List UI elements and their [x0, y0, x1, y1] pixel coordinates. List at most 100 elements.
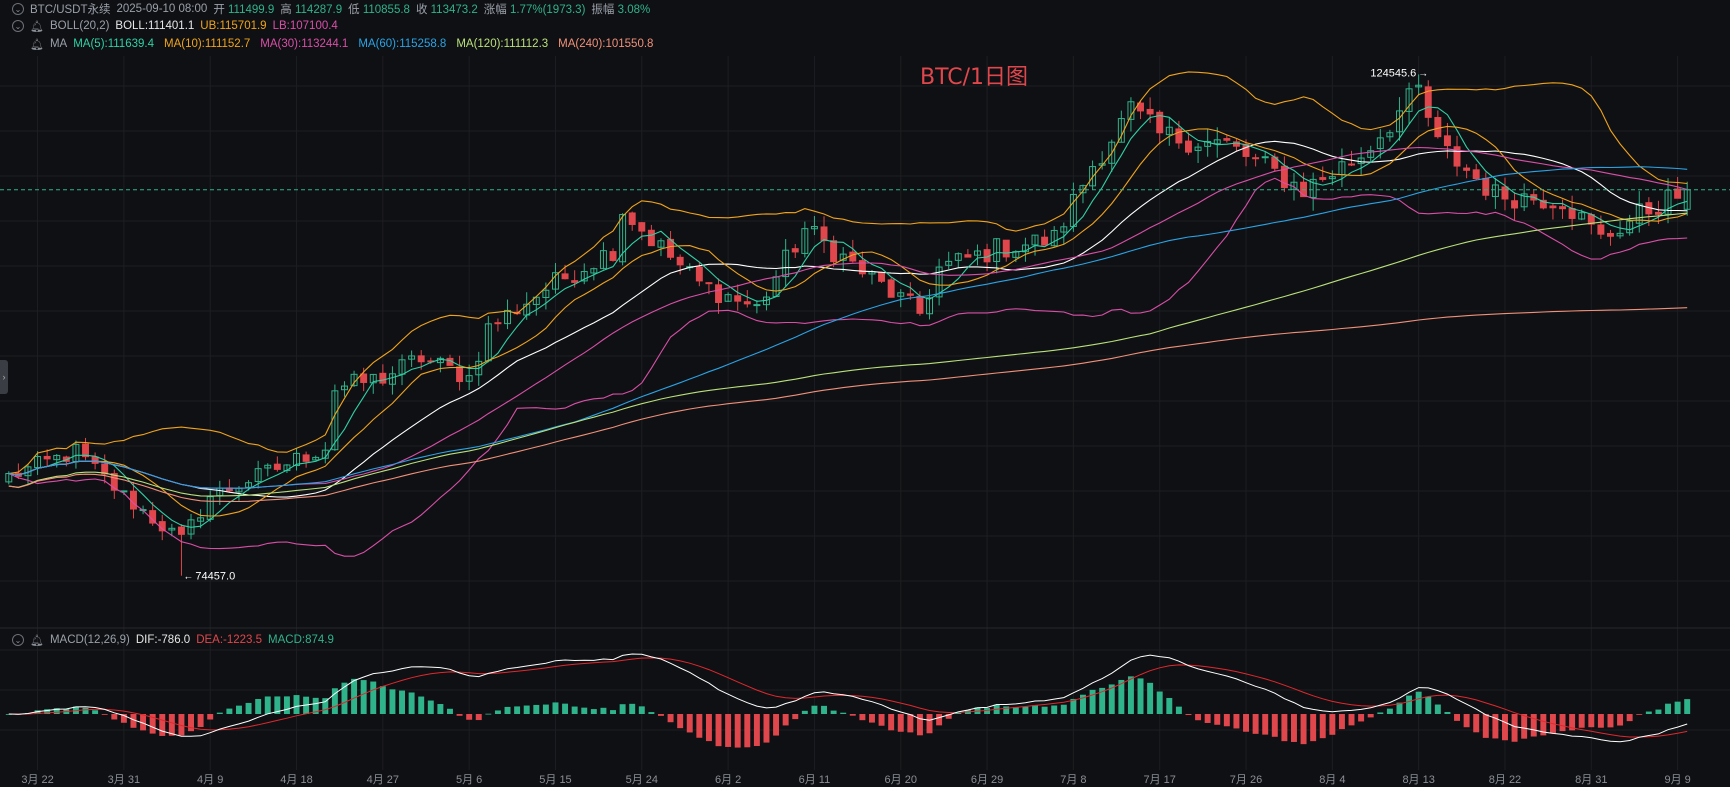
candle-datetime: 2025-09-10 08:00 [116, 3, 208, 15]
collapse-chevron-icon[interactable]: ⌄ [12, 634, 24, 646]
candle [715, 278, 722, 314]
collapse-chevron-icon[interactable]: ⌄ [12, 20, 24, 32]
candle [388, 366, 396, 395]
high-value: 114287.9 [294, 4, 343, 16]
macd-bar [236, 705, 242, 714]
candle [532, 296, 540, 316]
macd-bar [1262, 714, 1269, 735]
ma-value-4: MA(120):111112.3 [456, 38, 549, 50]
candle [1386, 129, 1394, 142]
ma-values: MA(5):111639.4 MA(10):111152.7 MA(30):1132… [73, 38, 653, 50]
candle [484, 315, 492, 363]
x-tick-label: 8月 13 [1402, 774, 1434, 786]
candle [1501, 177, 1509, 211]
macd-bar [1415, 691, 1422, 714]
macd-bar [955, 713, 962, 714]
macd-bar [178, 714, 185, 736]
boll-ub-value: UB:115701.9 [200, 20, 267, 32]
macd-bar [264, 696, 271, 714]
candle [101, 454, 109, 484]
candle [638, 221, 646, 241]
amplitude-value: 3.08% [617, 4, 651, 16]
macd-bar [1530, 714, 1537, 737]
low-value: 110855.8 [362, 4, 410, 16]
ma-120-line [8, 212, 1688, 497]
candle [1559, 199, 1566, 219]
grid-lines [0, 56, 1730, 770]
candle [1204, 129, 1212, 157]
macd-bar [840, 712, 847, 714]
alert-bell-icon[interactable]: 🔔︎ [30, 20, 44, 33]
candle [293, 448, 300, 471]
macd-bar [1482, 714, 1489, 738]
macd-bar [1626, 714, 1633, 722]
macd-bar [1223, 714, 1230, 727]
ma-value-3: MA(60):115258.8 [358, 38, 447, 50]
macd-bar [859, 714, 866, 721]
macd-bar [1300, 714, 1307, 745]
macd-bar [658, 714, 664, 716]
candle [1252, 153, 1260, 167]
macd-bar [763, 714, 770, 743]
candle [177, 524, 185, 576]
x-tick-label: 4月 27 [367, 774, 399, 786]
macd-bar [466, 714, 473, 720]
macd-bar [744, 714, 751, 748]
macd-bar [475, 714, 482, 721]
macd-lines [8, 653, 1688, 743]
alert-bell-icon[interactable]: 🔔︎ [30, 634, 44, 647]
symbol-name: BTC/USDT永续 [30, 4, 111, 16]
macd-bar [1348, 714, 1355, 726]
macd-bar [581, 707, 588, 714]
macd-bar [1271, 714, 1278, 737]
macd-bar [1310, 714, 1317, 742]
candle [926, 289, 933, 320]
chart-watermark: BTC/1日图 [920, 65, 1028, 90]
macd-bar [1569, 714, 1576, 731]
ma-value-2: MA(30):113244.1 [260, 38, 349, 50]
macd-bar [494, 710, 501, 714]
macd-bar [801, 710, 808, 714]
macd-bar [869, 714, 875, 723]
candle [110, 469, 118, 499]
candle [878, 271, 886, 284]
macd-bar [1156, 691, 1163, 714]
macd-bar [1597, 714, 1604, 728]
candle [504, 299, 511, 330]
x-tick-label: 7月 26 [1230, 774, 1262, 786]
macd-bar [149, 714, 156, 734]
candle [1607, 229, 1614, 246]
macd-bar [111, 714, 118, 720]
macd-bar [629, 703, 636, 714]
side-panel-handle[interactable]: › [0, 360, 8, 394]
candle [43, 449, 51, 466]
candle [599, 242, 607, 270]
macd-bar [821, 705, 827, 714]
candle [724, 292, 732, 303]
candle [1616, 221, 1624, 239]
macd-bar [1147, 682, 1154, 714]
candle [350, 370, 358, 387]
collapse-chevron-icon[interactable]: ⌄ [12, 3, 24, 15]
candle [954, 252, 962, 268]
close-label: 收 [415, 4, 428, 16]
macd-bar [427, 700, 434, 714]
macd-bar [1195, 714, 1202, 721]
macd-bar [399, 690, 405, 714]
x-tick-label: 5月 15 [539, 774, 571, 786]
dea-value: DEA:-1223.5 [196, 634, 263, 646]
macd-bar [1003, 706, 1010, 714]
macd-bar [1012, 707, 1019, 714]
low-label: 低 [348, 4, 360, 16]
macd-bar [418, 696, 425, 714]
high-price-label: 124545.6 [1370, 67, 1416, 79]
macd-bar [1645, 711, 1652, 714]
alert-bell-icon[interactable]: 🔔︎ [30, 38, 44, 51]
macd-bar [725, 714, 732, 747]
open-value: 111499.9 [228, 4, 275, 16]
macd-bar [216, 712, 223, 714]
candle [1453, 135, 1461, 177]
macd-bar [1358, 714, 1365, 722]
candle [1117, 110, 1125, 143]
